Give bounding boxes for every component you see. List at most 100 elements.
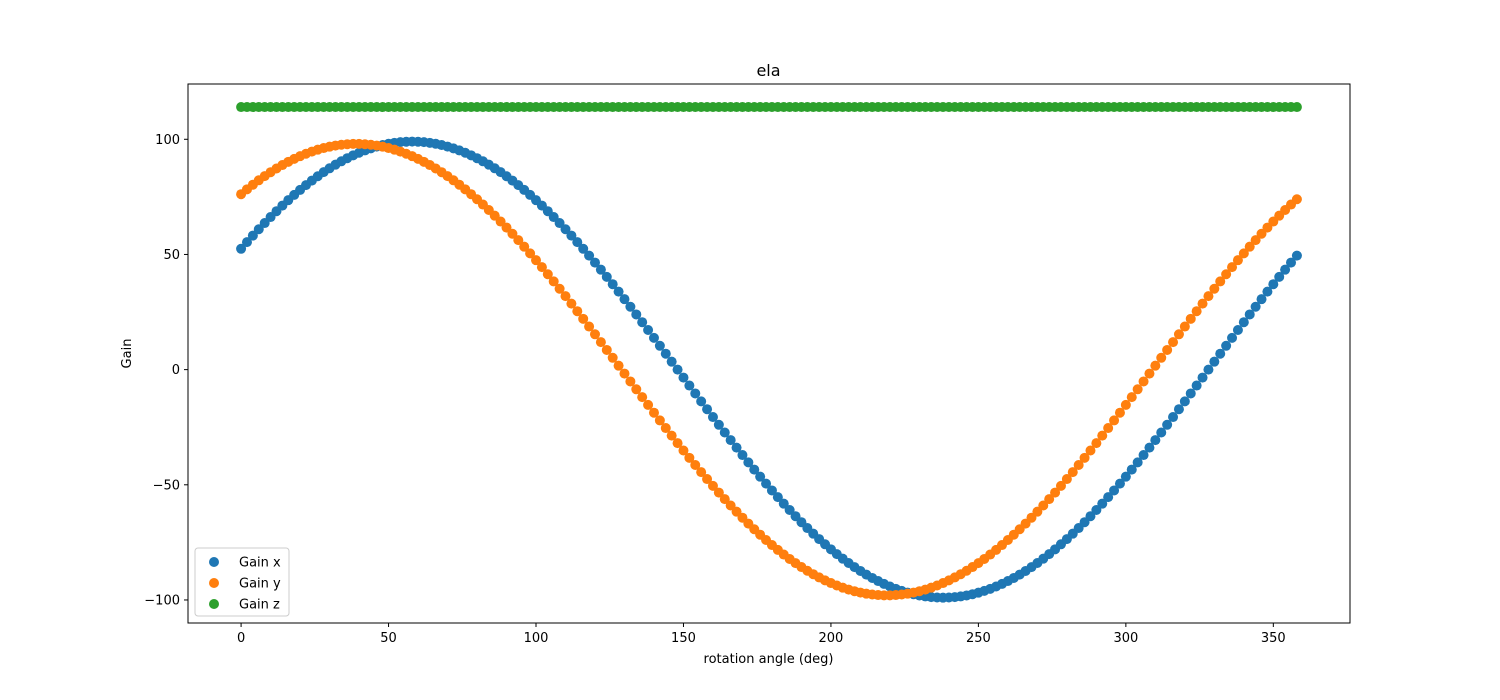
legend-marker xyxy=(209,599,219,609)
data-point xyxy=(1185,388,1196,399)
data-point xyxy=(584,250,595,261)
data-point xyxy=(631,309,642,320)
data-point xyxy=(713,487,724,498)
data-point xyxy=(1238,248,1249,259)
data-point xyxy=(613,286,624,297)
data-point xyxy=(1073,460,1084,471)
data-point xyxy=(707,412,718,423)
data-point xyxy=(1227,332,1238,343)
data-point xyxy=(236,243,247,254)
y-tick-label: −50 xyxy=(153,478,180,493)
data-point xyxy=(654,340,665,351)
data-point xyxy=(507,228,518,239)
data-point xyxy=(1173,404,1184,415)
data-point xyxy=(584,321,595,332)
x-tick-label: 300 xyxy=(1113,631,1138,646)
data-point xyxy=(666,356,677,367)
x-axis-label: rotation angle (deg) xyxy=(704,652,834,667)
data-point xyxy=(1097,498,1108,509)
data-point xyxy=(678,372,689,383)
legend-box xyxy=(194,547,290,617)
legend-label: Gain z xyxy=(239,598,280,613)
data-point xyxy=(1256,294,1267,305)
series-gain-z xyxy=(236,102,1302,113)
data-point xyxy=(1038,500,1049,511)
data-point xyxy=(589,257,600,268)
data-point xyxy=(1268,279,1279,290)
data-point xyxy=(1250,301,1261,312)
data-point xyxy=(1173,329,1184,340)
data-point xyxy=(1197,298,1208,309)
data-point xyxy=(731,442,742,453)
data-point xyxy=(719,427,730,438)
data-point xyxy=(1244,309,1255,320)
data-point xyxy=(672,438,683,449)
data-point xyxy=(1286,257,1297,268)
data-point xyxy=(1227,262,1238,273)
data-point xyxy=(696,396,707,407)
data-point xyxy=(525,248,536,259)
series-gain-y xyxy=(236,138,1302,601)
data-point xyxy=(1120,399,1131,410)
data-point xyxy=(707,480,718,491)
legend: Gain x Gain y Gain z xyxy=(194,547,290,617)
data-point xyxy=(1291,102,1302,113)
data-point xyxy=(548,276,559,287)
x-tick-label: 0 xyxy=(237,631,245,646)
data-point xyxy=(1244,241,1255,252)
data-point xyxy=(755,471,766,482)
legend-label: Gain y xyxy=(239,577,281,592)
x-tick-label: 350 xyxy=(1261,631,1286,646)
x-tick-label: 200 xyxy=(819,631,844,646)
data-point xyxy=(1291,194,1302,205)
data-point xyxy=(613,360,624,371)
data-point xyxy=(643,399,654,410)
y-tick-label: −100 xyxy=(144,593,180,608)
y-tick-label: 100 xyxy=(155,133,180,148)
legend-marker xyxy=(209,557,219,567)
data-point xyxy=(619,368,630,379)
data-point xyxy=(725,500,736,511)
data-point xyxy=(1168,337,1179,348)
data-point xyxy=(766,485,777,496)
legend-label: Gain x xyxy=(239,556,281,571)
data-point xyxy=(1103,423,1114,434)
data-point xyxy=(1238,317,1249,328)
data-point xyxy=(1150,435,1161,446)
data-point xyxy=(1067,467,1078,478)
data-point xyxy=(542,269,553,280)
data-point xyxy=(1126,392,1137,403)
data-point xyxy=(1232,325,1243,336)
data-point xyxy=(1156,427,1167,438)
data-point xyxy=(778,498,789,509)
data-point xyxy=(690,460,701,471)
data-point xyxy=(1079,452,1090,463)
data-point xyxy=(1132,457,1143,468)
data-point xyxy=(1262,286,1273,297)
data-point xyxy=(560,291,571,302)
x-axis: 0 50 100 150 200 250 300 350 xyxy=(237,623,1286,646)
data-point xyxy=(631,384,642,395)
data-point xyxy=(578,313,589,324)
data-point xyxy=(1126,464,1137,475)
data-point xyxy=(1280,264,1291,275)
data-point xyxy=(566,298,577,309)
data-point xyxy=(749,464,760,475)
data-point xyxy=(513,235,524,246)
data-point xyxy=(737,450,748,461)
data-point xyxy=(1291,250,1302,261)
data-point xyxy=(1032,506,1043,517)
data-point xyxy=(1109,415,1120,426)
data-point xyxy=(713,419,724,430)
data-point xyxy=(253,224,264,235)
data-point xyxy=(1044,494,1055,505)
data-point xyxy=(1215,348,1226,359)
data-point xyxy=(560,224,571,235)
data-point xyxy=(1050,487,1061,498)
data-point xyxy=(595,337,606,348)
data-point xyxy=(1168,412,1179,423)
data-point xyxy=(684,452,695,463)
data-point xyxy=(1085,445,1096,456)
chart-title: ela xyxy=(756,61,780,80)
